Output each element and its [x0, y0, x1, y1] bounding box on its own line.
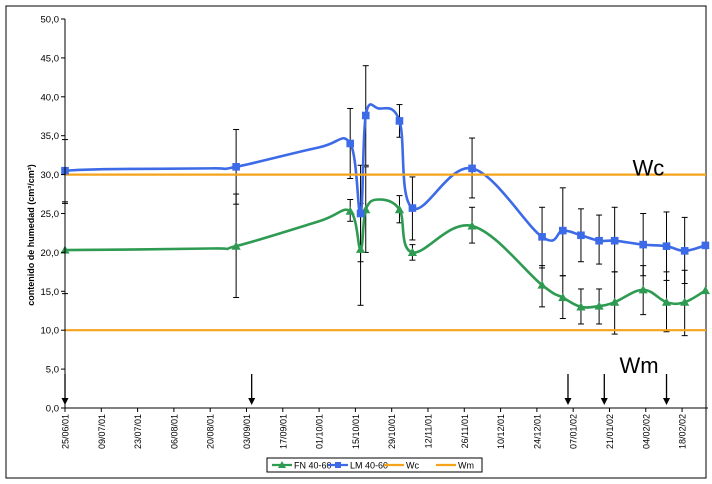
series-line-fn-40-60	[64, 198, 707, 309]
x-tick-label: 07/01/02	[569, 414, 579, 449]
data-point-square	[232, 163, 240, 171]
x-tick-label: 06/08/01	[169, 414, 179, 449]
x-tick-label: 21/01/02	[605, 414, 615, 449]
axes: 0,0 5,0 10,0 15,0 20,0 25,0 30,0 35,0 40,0 45,0 50…	[41, 15, 708, 449]
data-point-square	[538, 233, 546, 241]
legend: FN 40-60 LM 40-60 Wc Wm	[266, 457, 483, 473]
y-tick-label: 35,0	[41, 131, 60, 142]
data-point-square	[408, 204, 417, 212]
data-point-square	[361, 111, 370, 120]
data-point-triangle	[680, 297, 690, 306]
x-tick-label: 01/10/01	[315, 414, 325, 449]
data-point-triangle	[610, 297, 620, 306]
data-point-triangle	[537, 280, 547, 289]
legend-label: LM 40-60	[350, 461, 388, 471]
data-point-square	[639, 240, 647, 249]
y-tick-label: 50,0	[41, 15, 60, 26]
legend-label: Wc	[406, 461, 419, 471]
x-tick-label: 29/10/01	[387, 414, 397, 449]
arrow-head	[61, 398, 69, 405]
x-tick-label: 23/07/01	[133, 414, 143, 449]
x-tick-label: 09/07/01	[97, 414, 107, 449]
data-point-square	[559, 226, 567, 235]
annotation-wm: Wm	[620, 353, 659, 378]
y-tick-label: 15,0	[41, 287, 60, 298]
data-point-triangle	[394, 205, 405, 214]
y-tick-label: 45,0	[41, 53, 60, 64]
legend-label: Wm	[458, 461, 474, 471]
data-point-square	[662, 242, 671, 250]
marker-arrows	[61, 374, 671, 405]
data-point-triangle	[231, 241, 241, 250]
legend-marker-triangle	[278, 461, 286, 468]
y-tick-label: 30,0	[41, 170, 60, 181]
x-tick-label: 10/12/01	[496, 414, 506, 449]
y-tick-label: 10,0	[41, 326, 60, 337]
y-tick-label: 5,0	[46, 365, 59, 376]
arrow-head	[564, 398, 572, 405]
chart-border	[5, 5, 707, 479]
y-tick-label: 25,0	[41, 209, 60, 220]
x-tick-label: 26/11/01	[460, 414, 470, 448]
data-point-square	[468, 164, 476, 173]
legend-label: FN 40-60	[294, 461, 332, 471]
annotations: Wc Wm	[620, 155, 665, 378]
data-point-triangle	[558, 292, 568, 302]
data-point-triangle	[594, 301, 604, 310]
x-tick-label: 15/10/01	[351, 414, 361, 449]
x-tick-label: 17/09/01	[278, 414, 288, 449]
arrow-head	[663, 398, 671, 405]
data-point-square	[595, 236, 603, 245]
arrow-head	[600, 398, 608, 405]
x-tick-label: 03/09/01	[242, 414, 252, 449]
x-tick-label: 12/11/01	[423, 414, 433, 448]
data-point-square	[356, 209, 365, 218]
data-point-triangle	[661, 297, 672, 306]
data-point-square	[346, 139, 355, 148]
y-tick-label: 20,0	[41, 248, 60, 259]
data-point-square	[610, 236, 619, 245]
series-line-lm-40-60	[64, 103, 706, 253]
data-point-square	[577, 231, 585, 240]
y-tick-label: 40,0	[41, 92, 60, 103]
data-point-triangle	[407, 247, 418, 256]
x-tick-label: 18/02/02	[678, 414, 688, 449]
data-point-triangle	[355, 244, 366, 253]
series-lines	[64, 103, 707, 332]
arrow-head	[248, 398, 256, 405]
x-tick-label: 24/12/01	[532, 414, 542, 449]
y-axis-title: contenido de humedad (cm³/cm³)	[26, 164, 36, 306]
data-point-triangle	[576, 302, 586, 311]
data-point-triangle	[467, 221, 477, 230]
annotation-wc: Wc	[633, 155, 665, 180]
legend-marker-square	[335, 462, 341, 468]
x-tick-label: 04/02/02	[641, 414, 651, 449]
legend-box	[266, 457, 483, 473]
x-tick-label: 20/08/01	[206, 414, 216, 449]
data-point-triangle	[700, 285, 711, 295]
data-point-triangle	[638, 285, 648, 294]
data-point-square	[680, 247, 689, 255]
y-tick-label: 0,0	[46, 404, 59, 415]
data-point-triangle	[345, 206, 355, 215]
data-point-square	[395, 117, 404, 125]
x-tick-label: 25/06/01	[61, 414, 71, 449]
data-point-square	[701, 241, 710, 250]
